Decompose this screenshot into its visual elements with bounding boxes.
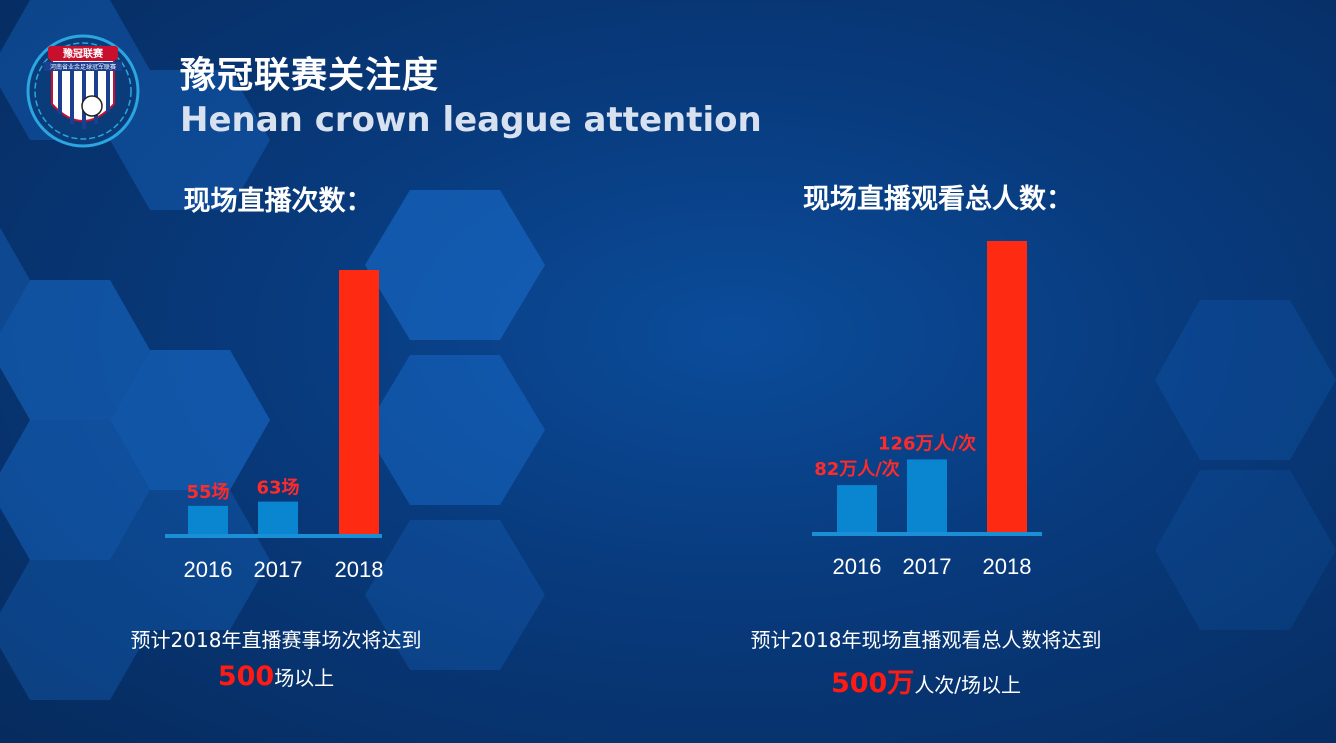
note-left-highlight: 500 bbox=[217, 661, 275, 692]
bar-2018 bbox=[987, 241, 1027, 533]
bar-2016 bbox=[188, 505, 228, 535]
bar-chart-2: 现场直播观看总人数： 82万人/次 2016 126万人/次 2017 2018 bbox=[803, 184, 1073, 579]
data-label-2016: 82万人/次 bbox=[814, 458, 900, 480]
x-tick-2018: 2018 bbox=[983, 554, 1032, 579]
note-right-line2: 500万人次/场以上 bbox=[716, 661, 1136, 700]
logo-banner-text: 豫冠联赛 bbox=[63, 47, 104, 60]
note-right-rest: 人次/场以上 bbox=[914, 673, 1022, 697]
x-tick-2016: 2016 bbox=[833, 554, 882, 579]
bar-2018 bbox=[339, 270, 379, 535]
note-left-line2: 500场以上 bbox=[96, 661, 456, 692]
note-right: 预计2018年现场直播观看总人数将达到 500万人次/场以上 bbox=[716, 624, 1136, 700]
chart-title: 现场直播次数： bbox=[184, 186, 373, 217]
x-tick-2017: 2017 bbox=[254, 557, 303, 582]
bar-2017 bbox=[258, 501, 298, 535]
league-logo: 豫冠联赛 河南省业余足球冠军联赛 bbox=[26, 34, 140, 148]
note-right-line1: 预计2018年现场直播观看总人数将达到 bbox=[750, 628, 1102, 652]
note-left-rest: 场以上 bbox=[274, 666, 335, 690]
x-tick-2018: 2018 bbox=[335, 557, 384, 582]
data-label-2017: 63场 bbox=[256, 478, 299, 499]
bar-2016 bbox=[837, 485, 877, 533]
note-right-highlight: 500万 bbox=[830, 668, 915, 699]
logo-ring-text: 河南省业余足球冠军联赛 bbox=[50, 63, 116, 71]
bar-chart-1: 现场直播次数： 55场 2016 63场 2017 2018 bbox=[165, 186, 383, 582]
note-left: 预计2018年直播赛事场次将达到 500场以上 bbox=[96, 624, 456, 692]
bar-2017 bbox=[907, 459, 947, 533]
x-tick-2016: 2016 bbox=[184, 557, 233, 582]
page-subtitle: Henan crown league attention bbox=[180, 100, 762, 140]
page-title: 豫冠联赛关注度 bbox=[180, 55, 440, 96]
data-label-2017: 126万人/次 bbox=[878, 432, 976, 454]
x-tick-2017: 2017 bbox=[903, 554, 952, 579]
note-left-line1: 预计2018年直播赛事场次将达到 bbox=[130, 628, 422, 652]
data-label-2016: 55场 bbox=[186, 482, 229, 503]
chart-title: 现场直播观看总人数： bbox=[803, 184, 1073, 215]
